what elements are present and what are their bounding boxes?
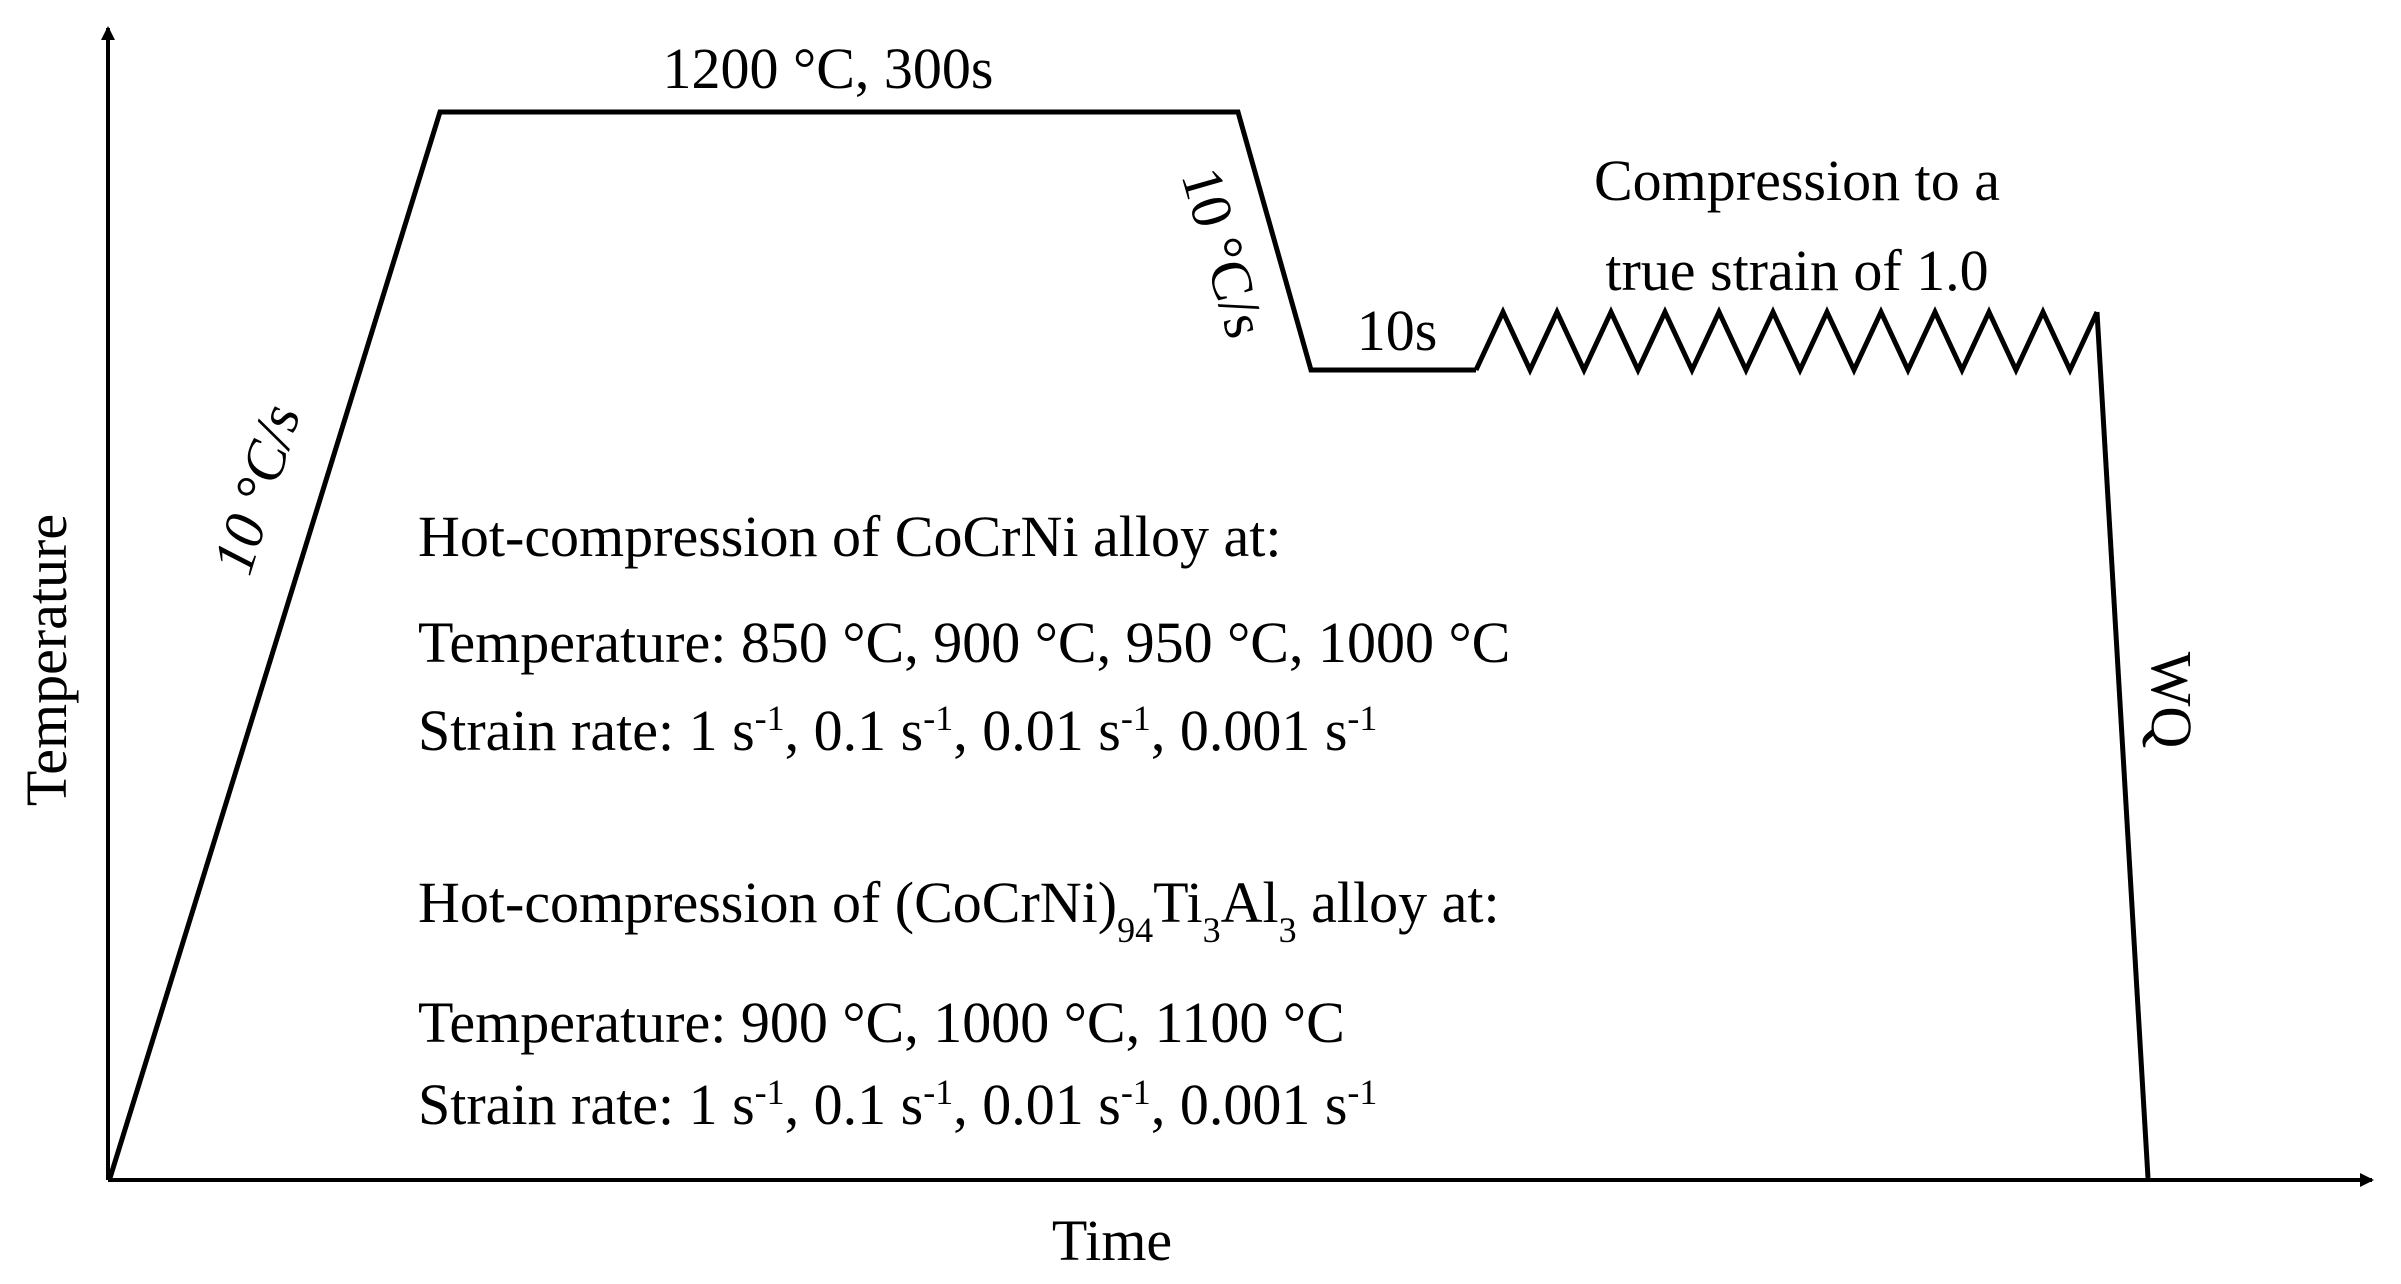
tial-sep-1: , [785,1072,814,1137]
tial-exp-2: -1 [923,1072,953,1112]
tial-sub-3a: 3 [1203,910,1221,950]
tial-strain-prefix: Strain rate: [418,1072,689,1137]
tial-exp-1: -1 [755,1072,785,1112]
cocrni-rate-1: 1 s [689,698,755,763]
tial-sep-3: , [1151,1072,1180,1137]
tial-title: Hot-compression of (CoCrNi)94Ti3Al3 allo… [418,870,1500,950]
tial-sub-94: 94 [1117,910,1153,950]
compression-label-line2: true strain of 1.0 [1605,238,1988,303]
cocrni-rate-3: 0.01 s [982,698,1121,763]
cocrni-exp-1: -1 [755,698,785,738]
heating-rate-label: 10 °C/s [200,397,313,582]
cooling-rate-label: 10 °C/s [1169,160,1279,344]
heat-treatment-path [107,109,1476,1179]
tial-sep-2: , [953,1072,982,1137]
y-axis-label: Temperature [14,514,79,806]
tial-rate-1: 1 s [689,1072,755,1137]
compression-label-line1: Compression to a [1594,148,2000,213]
tial-rate-2: 0.1 s [814,1072,924,1137]
cocrni-sep-3: , [1151,698,1180,763]
tial-exp-4: -1 [1347,1072,1377,1112]
compression-zigzag [1473,306,2100,376]
tial-al: Al [1221,870,1279,935]
tial-sub-3b: 3 [1279,910,1297,950]
cocrni-rate-2: 0.1 s [814,698,924,763]
tial-title-suffix: alloy at: [1297,870,1500,935]
quench-label: WQ [2139,652,2204,749]
cocrni-strain-prefix: Strain rate: [418,698,689,763]
tial-temperature: Temperature: 900 °C, 1000 °C, 1100 °C [418,990,1345,1055]
tial-title-prefix: Hot-compression of (CoCrNi) [418,870,1117,935]
cocrni-rate-4: 0.001 s [1180,698,1348,763]
tial-rate-4: 0.001 s [1180,1072,1348,1137]
tial-ti: Ti [1153,870,1203,935]
hold-label: 1200 °C, 300s [663,36,994,101]
cocrni-sep-1: , [785,698,814,763]
cocrni-strain-rate: Strain rate: 1 s-1, 0.1 s-1, 0.01 s-1, 0… [418,698,1377,763]
cocrni-temperature: Temperature: 850 °C, 900 °C, 950 °C, 100… [418,610,1510,675]
quench-line [2094,311,2151,1179]
tial-strain-rate: Strain rate: 1 s-1, 0.1 s-1, 0.01 s-1, 0… [418,1072,1377,1137]
cocrni-exp-4: -1 [1347,698,1377,738]
soak-label: 10s [1357,298,1438,363]
tial-exp-3: -1 [1121,1072,1151,1112]
cocrni-exp-2: -1 [923,698,953,738]
cocrni-title: Hot-compression of CoCrNi alloy at: [418,504,1281,569]
cocrni-sep-2: , [953,698,982,763]
x-axis-label: Time [1052,1208,1172,1273]
tial-rate-3: 0.01 s [982,1072,1121,1137]
cocrni-exp-3: -1 [1121,698,1151,738]
